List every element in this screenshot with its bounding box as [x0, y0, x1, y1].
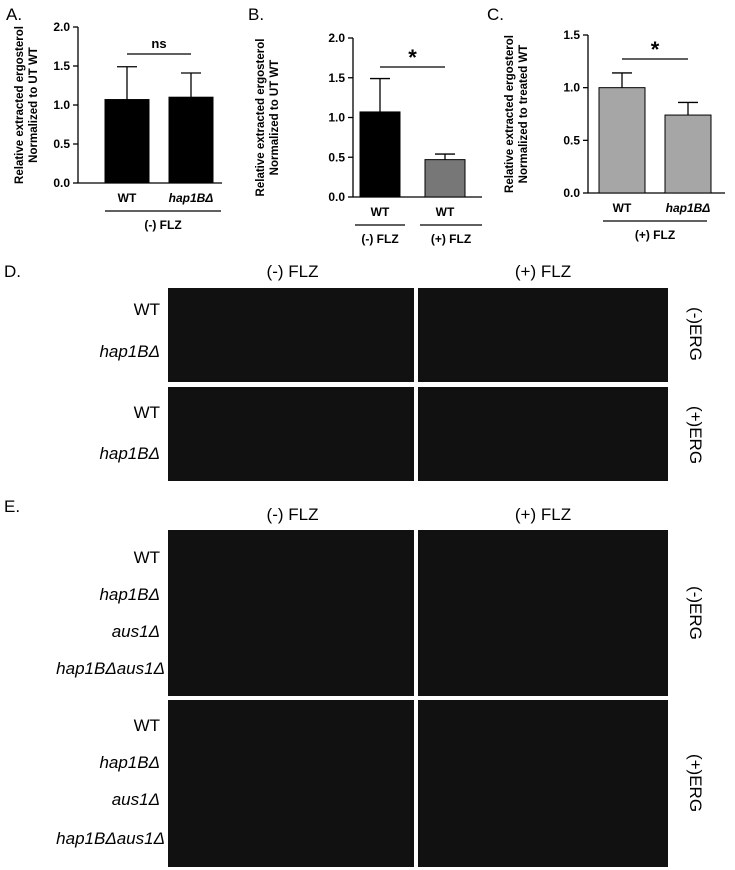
- panel-b-letter: B.: [248, 5, 265, 24]
- panel-d-letter: D.: [4, 262, 21, 281]
- chart-c-sig-label: *: [651, 37, 660, 62]
- spot-d-media-minus-erg: (-)ERG: [686, 307, 705, 361]
- chart-b-xlabel-1: WT: [436, 205, 455, 219]
- spot-e-condition-minus-flz: (-) FLZ: [266, 505, 319, 524]
- spot-e-strain-hap1b-2: hap1BΔ: [99, 753, 160, 772]
- chart-a-ytick-label-2: 1.0: [53, 98, 70, 112]
- chart-b-sig-label: *: [408, 45, 417, 70]
- chart-a-ylabel-line-1: Normalized to UT WT: [28, 47, 40, 163]
- spot-e-strain-aus1-2: aus1Δ: [111, 790, 160, 809]
- spot-d-plate-plus-flz-minus-erg: [418, 288, 668, 382]
- spot-e-strain-aus1-1: aus1Δ: [111, 622, 160, 641]
- spot-e-condition-plus-flz: (+) FLZ: [514, 505, 572, 524]
- chart-a-ytick-label-4: 2.0: [53, 20, 70, 34]
- chart-a: Relative extracted ergosterol Normalized …: [10, 0, 235, 250]
- spot-e-strain-wt-2: WT: [133, 716, 160, 735]
- spot-d-plate-plus-flz-plus-erg: [418, 387, 668, 481]
- chart-c-ytick-label-3: 1.5: [563, 28, 580, 42]
- chart-b-group-label-1: (+) FLZ: [431, 232, 471, 246]
- chart-b-ytick-label-3: 1.5: [328, 71, 345, 85]
- spot-d-strain-wt-2: WT: [133, 403, 160, 422]
- panel-e-letter: E.: [4, 497, 21, 516]
- chart-b-ytick-label-2: 1.0: [328, 111, 345, 125]
- chart-c: Relative extracted ergosterol Normalized …: [495, 0, 730, 250]
- chart-a-ytick-label-0: 0.0: [53, 176, 70, 190]
- chart-c-xlabel-0: WT: [613, 201, 632, 215]
- panel-a-letter: A.: [6, 5, 23, 24]
- chart-a-xlabel-1: hap1BΔ: [169, 191, 214, 205]
- chart-a-ylabel-line-0: Relative extracted ergosterol: [14, 26, 26, 184]
- spot-d-condition-plus-flz: (+) FLZ: [514, 262, 572, 281]
- spot-d-plate-minus-flz-plus-erg: [168, 387, 414, 481]
- spot-e-strain-wt-1: WT: [133, 548, 160, 567]
- chart-a-ytick-label-3: 1.5: [53, 59, 70, 73]
- spot-d-media-plus-erg: (+)ERG: [686, 405, 705, 465]
- chart-a-bar-0: [104, 99, 150, 184]
- chart-a-ytick-label-1: 0.5: [53, 137, 70, 151]
- chart-b-ytick-label-0: 0.0: [328, 190, 345, 204]
- spot-d-condition-minus-flz: (-) FLZ: [266, 262, 319, 281]
- chart-b-group-label-0: (-) FLZ: [361, 232, 398, 246]
- spot-e-plate-plus-flz-minus-erg: [418, 530, 668, 696]
- spot-e-strain-hap1b-1: hap1BΔ: [99, 585, 160, 604]
- spot-d-plate-minus-flz-minus-erg: [168, 288, 414, 382]
- chart-b-ylabel-line-0: Relative extracted ergosterol: [255, 39, 267, 197]
- chart-b-ytick-label-1: 0.5: [328, 150, 345, 164]
- chart-b-xlabel-0: WT: [371, 205, 390, 219]
- chart-c-ytick-label-2: 1.0: [563, 81, 580, 95]
- chart-c-svg: Relative extracted ergosterol Normalized …: [504, 28, 725, 242]
- chart-c-ylabel-line-1: Normalized to treated WT: [518, 45, 530, 184]
- chart-b-svg: Relative extracted ergosterol Normalized …: [255, 31, 482, 246]
- chart-a-svg: Relative extracted ergosterol Normalized …: [14, 20, 222, 232]
- chart-b-bar-0: [359, 111, 401, 198]
- chart-c-ytick-label-1: 0.5: [563, 133, 580, 147]
- chart-b-ytick-label-4: 2.0: [328, 31, 345, 45]
- spot-e-plate-minus-flz-plus-erg: [168, 700, 414, 867]
- chart-c-xlabel-1: hap1BΔ: [666, 201, 711, 215]
- chart-b-ylabel-line-1: Normalized to UT WT: [269, 60, 281, 176]
- chart-a-xlabel-0: WT: [118, 191, 137, 205]
- spot-e-strain-double-2: hap1BΔaus1Δ: [56, 829, 165, 848]
- chart-b: Relative extracted ergosterol Normalized …: [250, 0, 490, 250]
- spot-d-strain-hap1b-1: hap1BΔ: [99, 342, 160, 361]
- chart-b-bar-1: [424, 159, 466, 198]
- chart-c-bar-1: [664, 114, 712, 194]
- spot-e-media-minus-erg: (-)ERG: [686, 586, 705, 640]
- chart-a-sig-label: ns: [151, 36, 166, 51]
- spot-e-plate-minus-flz-minus-erg: [168, 530, 414, 696]
- spot-e-media-plus-erg: (+)ERG: [686, 753, 705, 813]
- spot-e-plate-plus-flz-plus-erg: [418, 700, 668, 867]
- spot-d-strain-wt-1: WT: [133, 300, 160, 319]
- spot-d-strain-hap1b-2: hap1BΔ: [99, 444, 160, 463]
- spot-e-strain-double-1: hap1BΔaus1Δ: [56, 659, 165, 678]
- chart-c-group-label-0: (+) FLZ: [635, 228, 675, 242]
- panel-c-letter: C.: [487, 5, 504, 24]
- chart-a-group-label-0: (-) FLZ: [144, 218, 181, 232]
- chart-c-ytick-label-0: 0.0: [563, 186, 580, 200]
- chart-c-ylabel-line-0: Relative extracted ergosterol: [504, 35, 516, 193]
- chart-a-bar-1: [168, 96, 214, 184]
- chart-c-bar-0: [598, 87, 646, 194]
